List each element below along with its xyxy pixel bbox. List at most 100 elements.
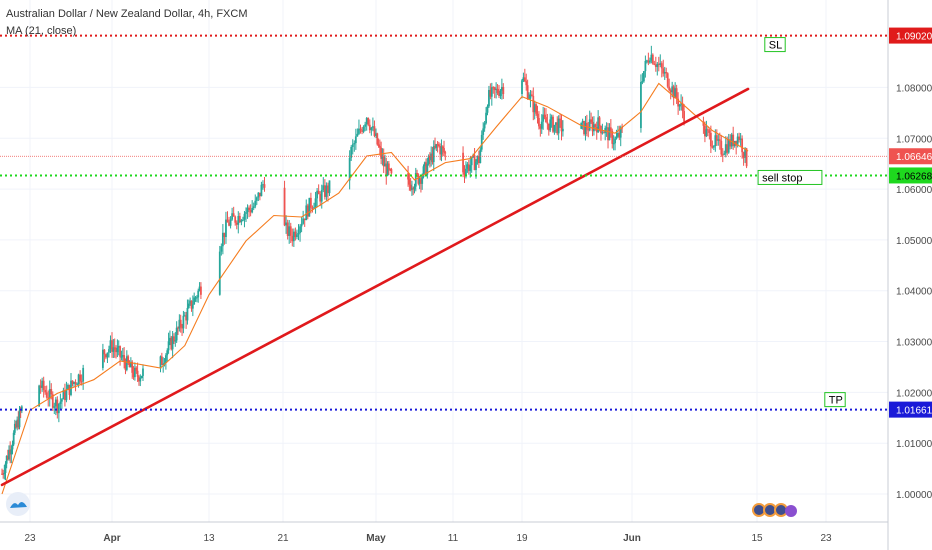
candle: [45, 385, 48, 399]
candle-body: [362, 126, 365, 132]
candle: [495, 82, 498, 99]
candle: [644, 55, 647, 78]
candle: [327, 182, 329, 202]
candle: [489, 83, 492, 100]
candle-body: [169, 337, 171, 342]
candle: [385, 157, 388, 185]
candle-body: [429, 155, 431, 161]
candle-body: [444, 152, 447, 154]
candle: [221, 224, 224, 255]
candle-body: [65, 389, 68, 401]
y-tick-label: 1.05000: [896, 236, 932, 247]
candle-body: [422, 166, 425, 178]
candle-body: [289, 226, 292, 236]
candle: [498, 85, 500, 98]
candle-body: [648, 60, 651, 63]
candle-body: [365, 117, 368, 125]
candle-body: [529, 94, 532, 99]
candle: [587, 121, 590, 138]
candle: [727, 133, 730, 154]
candle-body: [62, 390, 65, 400]
candle: [483, 120, 486, 132]
candle: [377, 138, 380, 148]
candle-body: [12, 432, 15, 445]
candle-body: [729, 139, 732, 147]
candle-body: [235, 222, 238, 225]
candle: [365, 117, 368, 131]
candle-body: [708, 130, 711, 133]
candle-body: [231, 213, 234, 220]
candle: [739, 132, 742, 146]
candle: [190, 300, 193, 312]
candle-body: [348, 157, 351, 181]
candle: [71, 380, 74, 387]
candle: [300, 217, 303, 233]
candle-body: [598, 117, 601, 126]
candle: [54, 397, 57, 416]
candle: [469, 156, 472, 178]
candle-body: [73, 381, 75, 385]
candle-body: [225, 219, 227, 238]
candle-body: [310, 197, 312, 208]
candle: [560, 114, 563, 141]
candle-body: [5, 455, 8, 464]
candle-body: [465, 168, 467, 175]
candle: [193, 292, 196, 305]
y-tick-label: 1.00000: [896, 490, 932, 501]
candle: [378, 139, 381, 156]
candle-body: [18, 410, 21, 428]
candle: [711, 140, 714, 149]
candle: [585, 114, 588, 137]
candle: [437, 141, 440, 148]
candle-body: [381, 156, 384, 159]
candle: [76, 382, 78, 386]
x-tick-label: 23: [24, 533, 36, 544]
candle-body: [472, 155, 475, 157]
indicator-legend: MA (21, close): [6, 25, 77, 37]
candle-body: [177, 327, 179, 329]
candle: [311, 205, 314, 213]
candle: [386, 161, 389, 177]
candle-body: [640, 81, 642, 129]
candle: [666, 72, 669, 89]
candle-body: [726, 144, 729, 153]
candle: [663, 66, 666, 80]
candle: [13, 419, 16, 435]
candle-body: [436, 144, 439, 146]
x-tick-label: 23: [820, 533, 832, 544]
y-tick-label: 1.04000: [896, 287, 932, 298]
candle-body: [376, 133, 379, 145]
candle: [4, 461, 7, 481]
candle: [56, 396, 59, 419]
candle: [108, 345, 110, 358]
candle: [183, 311, 186, 317]
candle: [706, 126, 709, 137]
candle-body: [297, 233, 300, 235]
candle-body: [296, 234, 298, 238]
candle: [3, 464, 6, 480]
candle: [121, 347, 124, 362]
candle-body: [221, 232, 224, 247]
candle: [11, 440, 14, 455]
candle-body: [607, 127, 609, 141]
candle-body: [119, 346, 121, 357]
candle-body: [382, 156, 385, 167]
candle: [189, 297, 192, 306]
candle-body: [308, 197, 311, 217]
candle: [672, 84, 675, 106]
candle: [557, 115, 560, 140]
candle: [257, 192, 260, 202]
candle-body: [595, 126, 598, 133]
annotation-box: [824, 392, 846, 408]
candle: [2, 469, 5, 479]
candle-body: [546, 122, 549, 124]
candle: [42, 376, 45, 398]
candle: [231, 207, 234, 221]
candle-body: [48, 389, 51, 399]
candle: [681, 96, 684, 119]
candle: [308, 197, 311, 217]
candle: [717, 134, 720, 146]
candle-body: [426, 163, 429, 175]
candle: [106, 352, 109, 363]
